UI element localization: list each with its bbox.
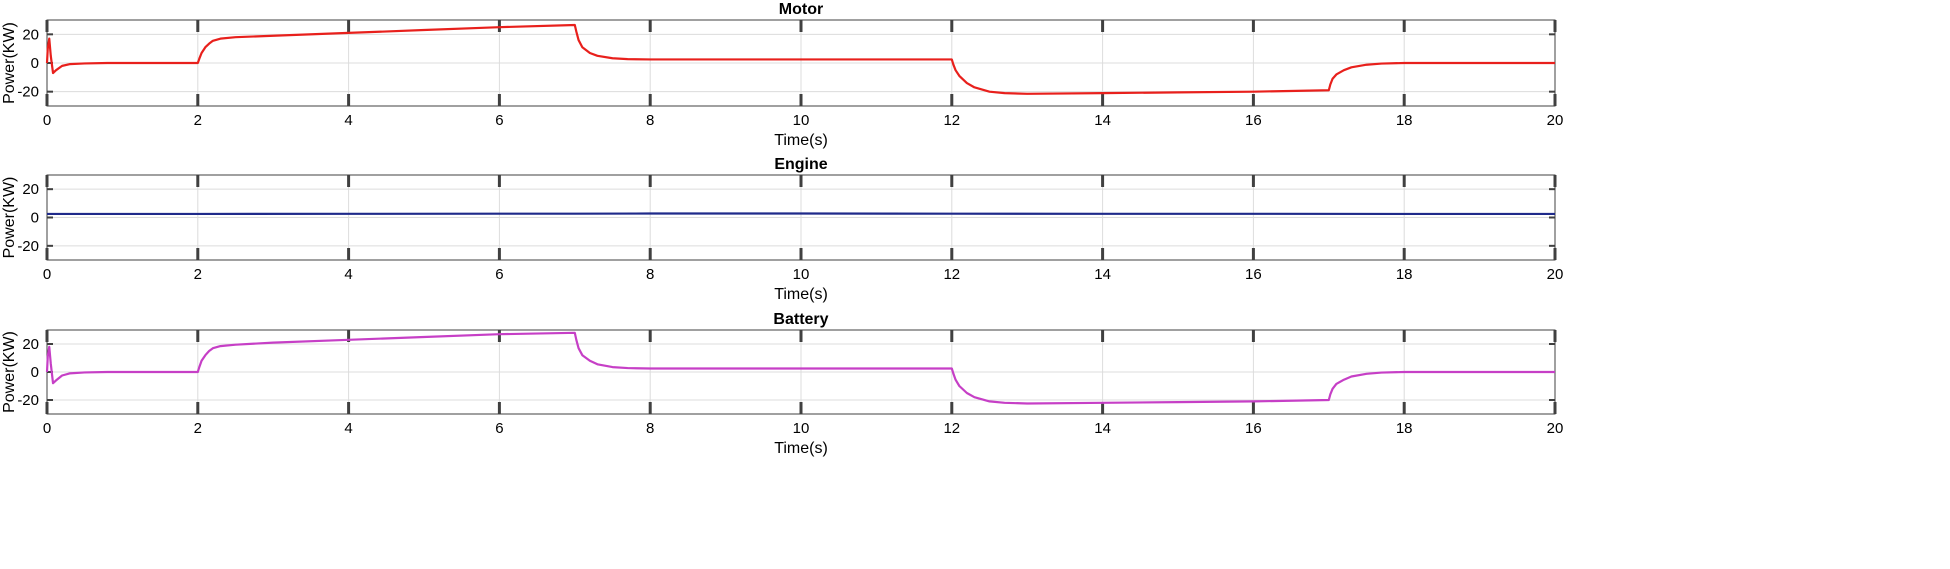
engine-x-tick-label: 20 [1547,266,1564,283]
battery-y-tick-label: 0 [31,364,39,381]
engine-y-axis-label: Power(KW) [1,177,18,259]
battery-x-tick-label: 18 [1396,420,1413,437]
battery-y-tick-label: 20 [22,336,39,353]
motor-x-tick-label: 20 [1547,112,1564,129]
engine-x-tick-label: 0 [43,266,51,283]
battery-series-line [45,331,1555,405]
engine-x-tick-label: 4 [344,266,352,283]
battery-y-tick-label: -20 [17,392,39,409]
motor-x-tick-label: 16 [1245,112,1262,129]
engine-x-tick-label: 6 [495,266,503,283]
battery-x-tick-label: 14 [1094,420,1111,437]
battery-x-axis-label: Time(s) [774,440,828,457]
engine-x-tick-label: 16 [1245,266,1262,283]
engine-x-tick-label: 18 [1396,266,1413,283]
battery-x-tick-label: 20 [1547,420,1564,437]
battery-x-tick-label: 16 [1245,420,1262,437]
motor-panel: 0 2 4 6 8 10 12 14 16 18 20200-20MotorTime(s)Power… [1,1,1563,149]
battery-x-tick-label: 4 [344,420,352,437]
motor-x-tick-label: 4 [344,112,352,129]
engine-y-tick-label: 20 [22,181,39,198]
engine-x-axis-label: Time(s) [774,286,828,303]
motor-x-tick-label: 6 [495,112,503,129]
engine-title: Engine [774,156,827,173]
battery-panel: 0 2 4 6 8 10 12 14 16 18 20200-20BatteryTime(s)Pow… [1,311,1563,457]
motor-x-tick-label: 14 [1094,112,1111,129]
battery-x-tick-label: 2 [194,420,202,437]
engine-x-tick-label: 10 [793,266,810,283]
motor-x-tick-label: 0 [43,112,51,129]
engine-x-tick-label: 2 [194,266,202,283]
battery-y-axis-label: Power(KW) [1,331,18,413]
battery-x-tick-label: 0 [43,420,51,437]
battery-x-tick-label: 12 [943,420,960,437]
engine-x-tick-label: 14 [1094,266,1111,283]
motor-x-axis-label: Time(s) [774,132,828,149]
motor-x-tick-label: 2 [194,112,202,129]
engine-x-tick-label: 12 [943,266,960,283]
motor-title: Motor [779,1,823,18]
battery-title: Battery [773,311,828,328]
motor-x-tick-label: 8 [646,112,654,129]
battery-x-tick-label: 6 [495,420,503,437]
motor-series-line [45,23,1555,95]
engine-panel: 0 2 4 6 8 10 12 14 16 18 20200-20EngineTime(s)Powe… [1,156,1563,303]
motor-y-tick-label: 0 [31,55,39,72]
motor-x-tick-label: 12 [943,112,960,129]
battery-x-tick-label: 10 [793,420,810,437]
engine-y-tick-label: -20 [17,238,39,255]
motor-y-axis-label: Power(KW) [1,22,18,104]
engine-y-tick-label: 0 [31,210,39,227]
engine-x-tick-label: 8 [646,266,654,283]
motor-y-tick-label: -20 [17,84,39,101]
motor-x-tick-label: 18 [1396,112,1413,129]
battery-x-tick-label: 8 [646,420,654,437]
motor-x-tick-label: 10 [793,112,810,129]
motor-y-tick-label: 20 [22,26,39,43]
